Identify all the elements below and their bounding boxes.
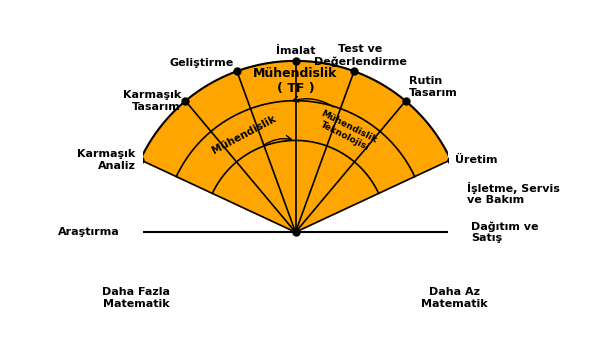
Text: Mühendislik: Mühendislik <box>210 114 278 156</box>
Text: Test ve
Değerlendirme: Test ve Değerlendirme <box>314 44 407 67</box>
Text: Geliştirme: Geliştirme <box>170 58 234 68</box>
Text: Daha Fazla
Matematik: Daha Fazla Matematik <box>102 287 170 309</box>
Text: Rutin
Tasarım: Rutin Tasarım <box>408 76 457 98</box>
Text: ( TF ): ( TF ) <box>277 81 314 94</box>
Text: Karmaşık
Analiz: Karmaşık Analiz <box>77 149 136 171</box>
Text: İşletme, Servis
ve Bakım: İşletme, Servis ve Bakım <box>467 182 560 206</box>
Text: Mühendislik
Teknolojisi: Mühendislik Teknolojisi <box>315 109 379 154</box>
Text: Mühendislik: Mühendislik <box>254 67 337 80</box>
Text: Daha Az
Matematik: Daha Az Matematik <box>421 287 488 309</box>
Text: Üretim: Üretim <box>455 155 498 165</box>
Polygon shape <box>140 61 451 232</box>
Text: Dağıtım ve
Satış: Dağıtım ve Satış <box>472 221 539 243</box>
Text: Araştırma: Araştırma <box>58 227 119 237</box>
Text: İmalat: İmalat <box>276 46 315 56</box>
Text: Karmaşık
Tasarım: Karmaşık Tasarım <box>122 90 181 112</box>
